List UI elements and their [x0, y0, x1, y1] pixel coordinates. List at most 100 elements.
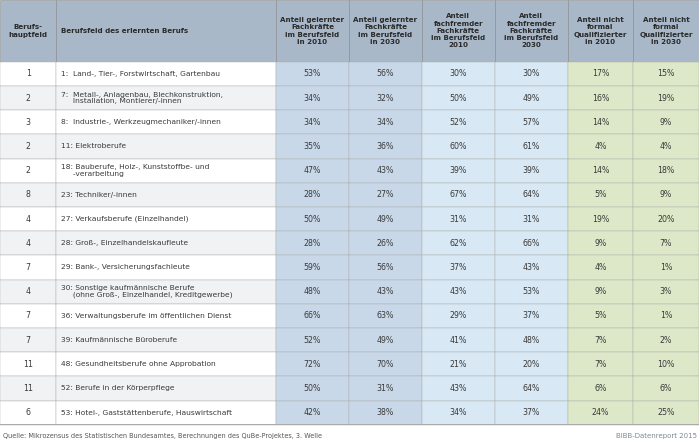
- Text: 3%: 3%: [659, 287, 672, 296]
- Bar: [422, 255, 495, 280]
- Bar: [634, 255, 699, 280]
- Text: 9%: 9%: [660, 118, 672, 127]
- Bar: [634, 376, 699, 401]
- Bar: [422, 86, 495, 110]
- Bar: [349, 255, 422, 280]
- Bar: [276, 207, 349, 231]
- Bar: [422, 280, 495, 304]
- Bar: [57, 352, 276, 376]
- Bar: [422, 110, 495, 134]
- Text: 28: Groß-, Einzelhandelskaufleute: 28: Groß-, Einzelhandelskaufleute: [60, 240, 188, 246]
- Text: 41%: 41%: [449, 336, 467, 345]
- Text: 2: 2: [26, 94, 31, 103]
- Bar: [0, 62, 57, 86]
- Bar: [276, 159, 349, 183]
- Bar: [422, 352, 495, 376]
- Text: 4: 4: [26, 215, 31, 224]
- Text: 4%: 4%: [659, 142, 672, 151]
- Text: 7: 7: [26, 336, 31, 345]
- Bar: [634, 183, 699, 207]
- Bar: [0, 231, 57, 255]
- Text: 66%: 66%: [523, 239, 540, 248]
- Bar: [276, 328, 349, 352]
- Text: 2: 2: [26, 166, 31, 175]
- Bar: [349, 304, 422, 328]
- Bar: [276, 183, 349, 207]
- Bar: [634, 207, 699, 231]
- Text: 11: 11: [23, 384, 33, 393]
- Bar: [349, 352, 422, 376]
- Text: 1: 1: [26, 69, 31, 78]
- Text: 56%: 56%: [377, 263, 394, 272]
- Bar: [568, 62, 634, 86]
- Bar: [0, 352, 57, 376]
- Text: 39%: 39%: [523, 166, 540, 175]
- Text: 6: 6: [26, 408, 31, 417]
- Bar: [57, 183, 276, 207]
- Bar: [568, 0, 634, 62]
- Bar: [349, 376, 422, 401]
- Text: 36%: 36%: [377, 142, 394, 151]
- Bar: [422, 376, 495, 401]
- Text: 7: 7: [26, 263, 31, 272]
- Bar: [568, 110, 634, 134]
- Bar: [0, 255, 57, 280]
- Bar: [634, 328, 699, 352]
- Text: 19%: 19%: [657, 94, 675, 103]
- Text: 5%: 5%: [594, 190, 607, 199]
- Text: 63%: 63%: [377, 311, 394, 320]
- Text: 43%: 43%: [449, 384, 467, 393]
- Text: BIBB-Datenreport 2015: BIBB-Datenreport 2015: [615, 433, 696, 439]
- Text: 2%: 2%: [659, 336, 672, 345]
- Text: 4%: 4%: [594, 263, 607, 272]
- Text: 70%: 70%: [377, 360, 394, 369]
- Bar: [634, 304, 699, 328]
- Text: 18: Bauberufe, Holz-, Kunststoffbe- und
     -verarbeitung: 18: Bauberufe, Holz-, Kunststoffbe- und …: [60, 164, 209, 177]
- Text: 48%: 48%: [304, 287, 321, 296]
- Bar: [276, 255, 349, 280]
- Bar: [422, 304, 495, 328]
- Text: 57%: 57%: [523, 118, 540, 127]
- Bar: [495, 207, 568, 231]
- Text: 48: Gesundheitsberufe ohne Approbation: 48: Gesundheitsberufe ohne Approbation: [60, 361, 216, 367]
- Text: 34%: 34%: [304, 94, 321, 103]
- Text: 24%: 24%: [592, 408, 609, 417]
- Bar: [57, 159, 276, 183]
- Text: 11: Elektroberufe: 11: Elektroberufe: [60, 143, 126, 150]
- Bar: [422, 183, 495, 207]
- Text: 67%: 67%: [449, 190, 467, 199]
- Text: 60%: 60%: [449, 142, 467, 151]
- Text: 5%: 5%: [594, 311, 607, 320]
- Text: 1%: 1%: [659, 311, 672, 320]
- Text: Anteil nicht
formal
Qualifizierter
in 2030: Anteil nicht formal Qualifizierter in 20…: [639, 17, 693, 45]
- Text: 27%: 27%: [377, 190, 394, 199]
- Bar: [0, 376, 57, 401]
- Bar: [422, 0, 495, 62]
- Bar: [57, 231, 276, 255]
- Text: 2: 2: [26, 142, 31, 151]
- Bar: [495, 401, 568, 425]
- Text: 59%: 59%: [304, 263, 321, 272]
- Bar: [57, 304, 276, 328]
- Text: 31%: 31%: [523, 215, 540, 224]
- Text: 53: Hotel-, Gaststättenberufe, Hauswirtschaft: 53: Hotel-, Gaststättenberufe, Hauswirts…: [60, 409, 232, 416]
- Text: 62%: 62%: [449, 239, 467, 248]
- Text: 25%: 25%: [657, 408, 675, 417]
- Text: 7%: 7%: [594, 336, 607, 345]
- Bar: [495, 328, 568, 352]
- Text: 56%: 56%: [377, 69, 394, 78]
- Text: 9%: 9%: [594, 239, 607, 248]
- Text: 14%: 14%: [592, 166, 609, 175]
- Bar: [634, 159, 699, 183]
- Bar: [422, 159, 495, 183]
- Text: Berufsfeld des erlernten Berufs: Berufsfeld des erlernten Berufs: [60, 28, 188, 34]
- Text: 39%: 39%: [449, 166, 467, 175]
- Bar: [422, 231, 495, 255]
- Text: 49%: 49%: [377, 215, 394, 224]
- Bar: [495, 110, 568, 134]
- Text: Anteil
fachfremder
Fachkräfte
im Berufsfeld
2030: Anteil fachfremder Fachkräfte im Berufsf…: [504, 13, 559, 48]
- Text: 14%: 14%: [592, 118, 609, 127]
- Text: 21%: 21%: [449, 360, 467, 369]
- Bar: [276, 401, 349, 425]
- Text: 23: Techniker/-innen: 23: Techniker/-innen: [60, 192, 136, 198]
